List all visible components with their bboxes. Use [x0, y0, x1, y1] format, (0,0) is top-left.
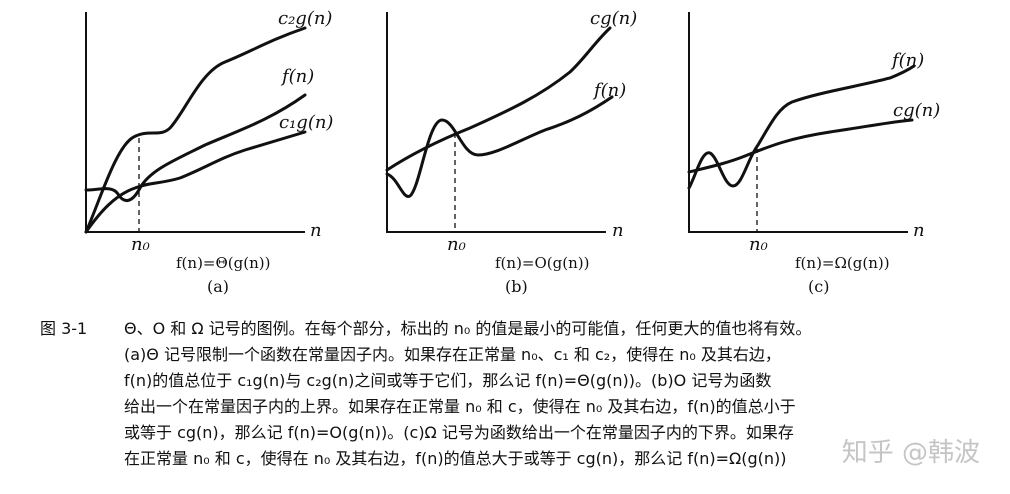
panel-a-c2g-curve: [84, 26, 307, 234]
caption-line-2: (a)Θ 记号限制一个函数在常量因子内。如果存在正常量 n₀、c₁ 和 c₂，使…: [124, 345, 781, 364]
panel-c-equation: f(n)=Ω(g(n)): [795, 254, 890, 272]
panel-b-sublabel: (b): [505, 277, 528, 296]
caption-text: Θ、O 和 Ω 记号的图例。在每个部分，标出的 n₀ 的值是最小的可能值，任何更…: [124, 319, 812, 338]
panel-c-cg-curve: [687, 118, 914, 174]
panel-b-f-label: f(n): [592, 80, 626, 101]
caption-line-1: 图 3-1 Θ、O 和 Ω 记号的图例。在每个部分，标出的 n₀ 的值是最小的可…: [40, 316, 995, 342]
panel-a-axes: [85, 12, 305, 233]
panel-a-sublabel: (a): [207, 277, 229, 296]
panel-c-f-curve: [687, 64, 916, 190]
panel-c: f(n) cg(n) n n₀ f(n)=Ω(g(n)) (c): [687, 12, 940, 296]
asymptotic-notation-figure: c₂g(n) f(n) c₁g(n) n n₀ f(n)=Θ(g(n)) (a)…: [84, 8, 940, 296]
figure-caption: 图 3-1 Θ、O 和 Ω 记号的图例。在每个部分，标出的 n₀ 的值是最小的可…: [40, 316, 995, 472]
panel-a-c1g-label: c₁g(n): [279, 112, 333, 133]
panel-b-cg-curve: [385, 26, 612, 172]
panel-a-c1g-curve: [84, 130, 307, 234]
panel-c-cg-label: cg(n): [893, 100, 940, 121]
caption-line-6: 在正常量 n₀ 和 c，使得在 n₀ 及其右边，f(n)的值总大于或等于 cg(…: [124, 449, 787, 468]
panel-a-f-label: f(n): [280, 66, 314, 87]
panel-c-sublabel: (c): [808, 277, 829, 296]
panel-b: cg(n) f(n) n n₀ f(n)=O(g(n)) (b): [385, 8, 637, 296]
caption-line-3: f(n)的值总位于 c₁g(n)与 c₂g(n)之间或等于它们，那么记 f(n)…: [124, 371, 772, 390]
panel-a-n0-label: n₀: [131, 234, 150, 255]
panel-b-n-axis-label: n: [612, 220, 624, 241]
panel-a-equation: f(n)=Θ(g(n)): [176, 254, 270, 272]
panel-c-n-axis-label: n: [913, 220, 925, 241]
caption-line-5: 或等于 cg(n)，那么记 f(n)=O(g(n))。(c)Ω 记号为函数给出一…: [124, 423, 794, 442]
panel-b-n0-label: n₀: [447, 234, 466, 255]
panel-b-f-curve: [385, 95, 614, 198]
panel-a: c₂g(n) f(n) c₁g(n) n n₀ f(n)=Θ(g(n)) (a): [84, 8, 333, 296]
panel-c-n0-label: n₀: [749, 234, 768, 255]
panel-a-c2g-label: c₂g(n): [278, 8, 332, 29]
panel-b-axes: [386, 12, 606, 233]
panel-a-n-axis-label: n: [310, 220, 322, 241]
panel-b-equation: f(n)=O(g(n)): [495, 254, 589, 272]
panel-c-axes: [688, 12, 908, 233]
panel-c-f-label: f(n): [890, 50, 924, 71]
figure-number: 图 3-1: [40, 319, 88, 338]
panel-b-cg-label: cg(n): [590, 8, 637, 29]
caption-line-4: 给出一个在常量因子内的上界。如果存在正常量 n₀ 和 c，使得在 n₀ 及其右边…: [124, 397, 796, 416]
watermark: 知乎 @韩波: [841, 438, 980, 468]
panel-a-f-curve: [84, 93, 307, 202]
